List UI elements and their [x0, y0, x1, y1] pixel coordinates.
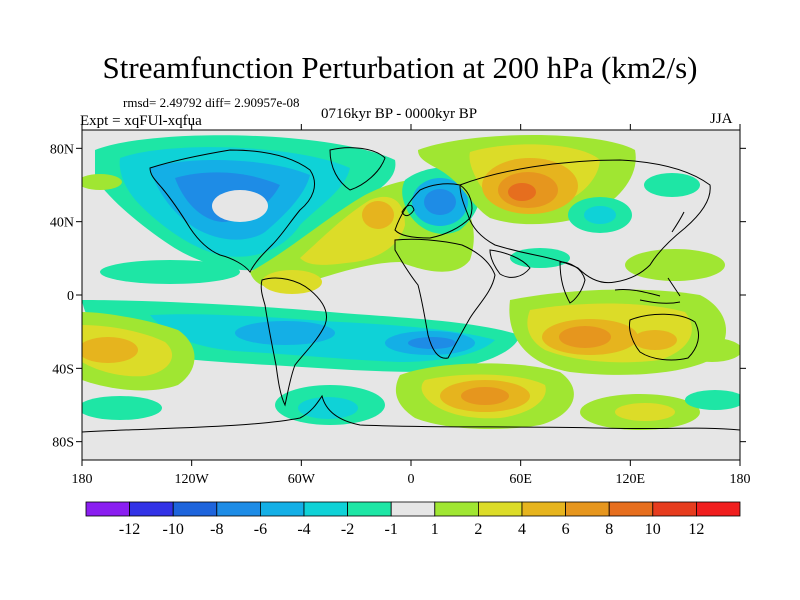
- y-tick-label: 40N: [50, 216, 74, 231]
- y-tick-label: 80S: [52, 436, 74, 451]
- sh-negative-core-west: [235, 321, 335, 345]
- season-label: JJA: [710, 111, 733, 127]
- colorbar-swatch: [565, 501, 610, 517]
- colorbar-label: -8: [210, 521, 223, 538]
- colorbar-swatch: [477, 501, 523, 517]
- x-tick-label: 60W: [288, 472, 316, 487]
- x-tick-label: 60E: [509, 472, 532, 487]
- colorbar-label: 2: [474, 521, 482, 538]
- colorbar-label: 1: [431, 521, 439, 538]
- colorbar-label: -10: [163, 521, 184, 538]
- colorbar-label: 10: [645, 521, 661, 538]
- arctic-edge-positive: [82, 174, 122, 190]
- colorbar-label: -4: [297, 521, 310, 538]
- coast-arabia: [489, 249, 531, 278]
- coast-maritime-continent: [614, 277, 681, 304]
- na-neutral-hole: [212, 190, 268, 222]
- y-tick-label: 0: [67, 289, 74, 304]
- russia-positive-peak: [508, 183, 536, 201]
- colorbar-swatch: [85, 501, 130, 517]
- colorbar-swatch: [521, 501, 566, 517]
- y-tick-label: 40S: [52, 362, 74, 377]
- colorbar-swatch: [347, 501, 392, 517]
- colorbar-swatch: [129, 501, 174, 517]
- sh-west-negative: [82, 396, 162, 420]
- x-tick-label: 0: [408, 472, 415, 487]
- west-pacific-positive: [625, 249, 725, 281]
- streamfunction-field: [82, 135, 740, 430]
- coast-india: [559, 261, 586, 304]
- colorbar-swatch: [172, 501, 218, 517]
- colorbar-label: -12: [119, 521, 140, 538]
- spac-positive-core: [82, 337, 138, 363]
- ross-sea-negative: [685, 390, 740, 410]
- pacific-east-negative: [100, 260, 240, 284]
- x-tick-label: 180: [730, 472, 751, 487]
- coast-europe: [394, 183, 473, 239]
- coastlines: [82, 147, 740, 433]
- colorbar-swatch: [696, 501, 741, 517]
- x-tick-label: 120W: [175, 472, 210, 487]
- colorbar-label: 8: [605, 521, 613, 538]
- asia-negative-core: [584, 206, 616, 224]
- stats-text: rmsd= 2.49792 diff= 2.90957e-08: [123, 95, 300, 110]
- australia-south-core: [615, 403, 675, 421]
- x-tick-label: 120E: [616, 472, 646, 487]
- colorbar-label: 4: [518, 521, 526, 538]
- colorbar-label: -2: [341, 521, 354, 538]
- indian-positive-core: [559, 326, 611, 348]
- coast-antarctica: [82, 394, 740, 433]
- coast-greenland: [329, 147, 386, 191]
- coast-australia: [629, 313, 699, 361]
- colorbar-label: -1: [385, 521, 398, 538]
- colorbar-label: -6: [254, 521, 267, 538]
- x-tick-label: 180: [72, 472, 93, 487]
- experiment-label: Expt = xqFUl-xqfua: [80, 113, 202, 129]
- coast-japan: [671, 211, 685, 233]
- subtropical-positive: [262, 270, 322, 294]
- colorbar-swatch: [434, 501, 479, 517]
- chart-title: Streamfunction Perturbation at 200 hPa (…: [102, 50, 698, 85]
- colorbar-swatch: [216, 501, 261, 517]
- indian-positive-east: [633, 330, 677, 350]
- colorbar-label: 6: [562, 521, 570, 538]
- colorbar: -12 -10 -8 -6 -4 -2 -1 1 2 4 6 8 10 12: [85, 501, 741, 538]
- colorbar-swatch: [259, 501, 305, 517]
- colorbar-swatch: [390, 501, 436, 517]
- colorbar-label: 12: [688, 521, 704, 538]
- axes: 180 120W 60W 0 60E 120E 180 80N 40N 0 40S 80S: [50, 124, 751, 487]
- y-tick-label: 80N: [50, 142, 74, 157]
- colorbar-swatch: [608, 501, 654, 517]
- coast-north-america: [149, 149, 315, 273]
- sh-negative-peak: [408, 337, 456, 349]
- coast-south-america: [260, 277, 327, 407]
- pacific-north-negative: [644, 173, 700, 197]
- so-positive-core: [461, 387, 509, 405]
- atlantic-positive-core: [362, 201, 394, 229]
- scandinavia-negative-core: [424, 189, 456, 215]
- coast-africa: [394, 238, 496, 359]
- colorbar-swatch: [652, 501, 697, 517]
- coast-uk: [401, 204, 415, 217]
- coast-asia: [459, 159, 711, 284]
- period-label: 0716kyr BP - 0000kyr BP: [321, 106, 478, 122]
- colorbar-swatch: [303, 501, 348, 517]
